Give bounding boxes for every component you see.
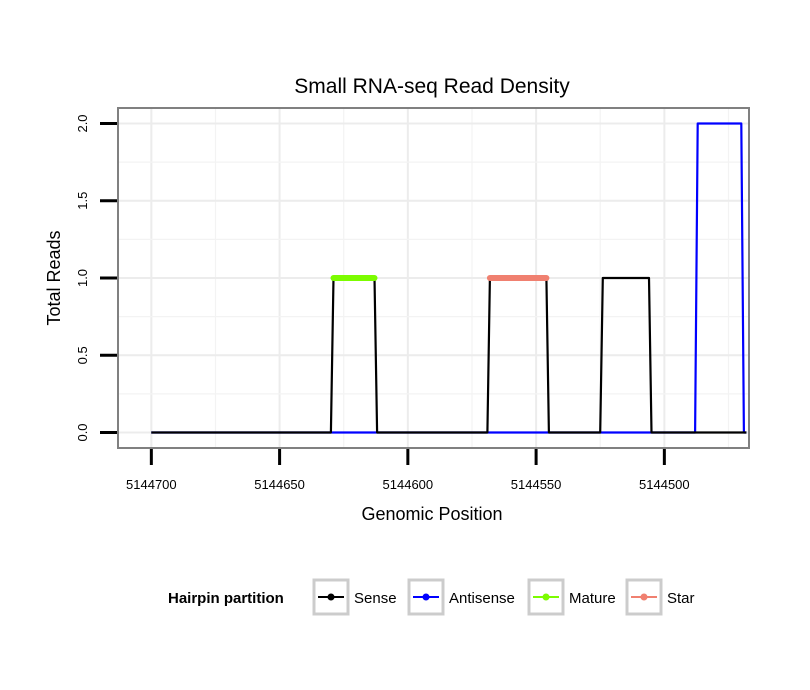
x-tick-label: 5144700 bbox=[126, 477, 177, 492]
series-layer bbox=[151, 122, 747, 434]
y-tick-label: 0.0 bbox=[75, 423, 90, 441]
legend-marker-mature bbox=[542, 593, 550, 601]
x-tick-label: 5144600 bbox=[383, 477, 434, 492]
legend-title: Hairpin partition bbox=[168, 590, 284, 607]
grid bbox=[118, 108, 749, 448]
legend-marker-sense bbox=[327, 593, 335, 601]
legend-label-mature: Mature bbox=[569, 590, 616, 607]
legend-label-star: Star bbox=[667, 590, 695, 607]
legend-marker-antisense bbox=[422, 593, 430, 601]
y-axis: 0.0 0.5 1.0 1.5 2.0 bbox=[75, 114, 117, 442]
x-axis-label: Genomic Position bbox=[361, 504, 502, 524]
x-tick-label: 5144650 bbox=[254, 477, 305, 492]
y-tick-label: 2.0 bbox=[75, 114, 90, 132]
y-axis-label: Total Reads bbox=[44, 230, 64, 325]
y-tick-label: 1.5 bbox=[75, 192, 90, 210]
legend-marker-star bbox=[640, 593, 648, 601]
x-tick-label: 5144500 bbox=[639, 477, 690, 492]
chart-title: Small RNA-seq Read Density bbox=[294, 75, 570, 98]
x-axis: 5144700 5144650 5144600 5144550 5144500 bbox=[126, 449, 690, 492]
legend-label-antisense: Antisense bbox=[449, 590, 515, 607]
x-tick-label: 5144550 bbox=[511, 477, 562, 492]
legend-label-sense: Sense bbox=[354, 590, 397, 607]
panel-border bbox=[117, 107, 750, 449]
y-tick-label: 1.0 bbox=[75, 269, 90, 287]
legend: Hairpin partition Sense Antisense Mature St… bbox=[168, 578, 695, 616]
y-tick-label: 0.5 bbox=[75, 346, 90, 364]
